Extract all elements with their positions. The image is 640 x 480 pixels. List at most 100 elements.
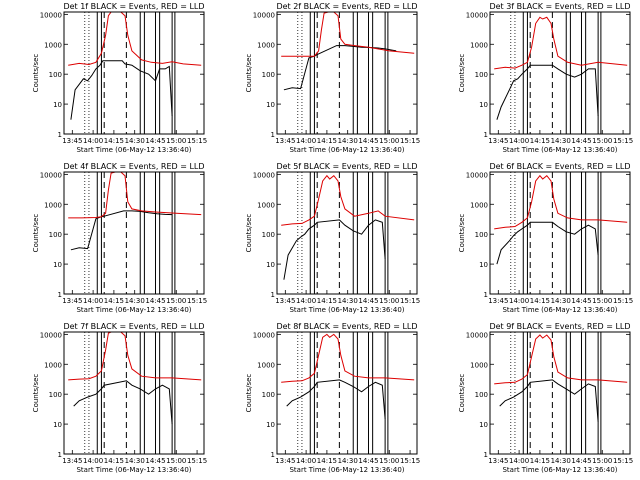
x-tick-label: 14:00	[509, 137, 529, 145]
x-axis-label: Start Time (06-May-12 13:36:40)	[76, 306, 191, 314]
x-tick-label: 15:15	[613, 297, 633, 305]
y-tick-label: 10000	[466, 171, 488, 179]
y-tick-label: 1000	[44, 201, 62, 209]
y-tick-label: 1000	[470, 201, 488, 209]
x-tick-label: 14:30	[125, 457, 145, 465]
y-tick-label: 1000	[470, 41, 488, 49]
y-tick-label: 100	[262, 391, 275, 399]
y-tick-label: 10	[53, 421, 62, 429]
detector-panel: Det 4f BLACK = Events, RED = LLD 1 10 100 10…	[32, 162, 207, 314]
y-tick-label: 10	[266, 101, 275, 109]
x-tick-label: 14:15	[104, 297, 124, 305]
y-tick-label: 1000	[44, 361, 62, 369]
y-tick-label: 100	[475, 231, 488, 239]
x-axis-label: Start Time (06-May-12 13:36:40)	[289, 466, 404, 474]
y-tick-label: 100	[49, 391, 62, 399]
y-axis-label: Counts/sec	[245, 54, 253, 93]
x-tick-label: 15:15	[400, 297, 420, 305]
x-tick-label: 14:00	[83, 137, 103, 145]
y-tick-label: 10000	[253, 11, 275, 19]
y-tick-label: 10000	[40, 11, 62, 19]
x-tick-label: 13:45	[275, 297, 295, 305]
x-tick-label: 14:30	[551, 137, 571, 145]
x-tick-label: 15:00	[379, 457, 399, 465]
y-tick-label: 10000	[40, 331, 62, 339]
x-tick-label: 14:45	[358, 297, 378, 305]
y-tick-label: 10	[479, 101, 488, 109]
y-axis-label: Counts/sec	[32, 54, 40, 93]
panel-title: Det 3f BLACK = Events, RED = LLD	[489, 2, 630, 11]
x-tick-label: 14:00	[296, 137, 316, 145]
x-tick-label: 14:45	[145, 297, 165, 305]
x-tick-label: 15:00	[592, 297, 612, 305]
events-series-line	[286, 379, 386, 419]
x-tick-label: 15:15	[400, 457, 420, 465]
x-tick-label: 15:15	[613, 137, 633, 145]
x-tick-label: 14:00	[83, 297, 103, 305]
x-tick-label: 14:45	[571, 297, 591, 305]
plot-frame	[276, 11, 418, 135]
x-tick-label: 14:00	[509, 297, 529, 305]
x-tick-label: 14:45	[358, 457, 378, 465]
y-tick-label: 10000	[253, 331, 275, 339]
y-tick-label: 10000	[466, 331, 488, 339]
x-tick-label: 15:15	[613, 457, 633, 465]
y-tick-label: 1000	[257, 361, 275, 369]
plot-frame	[63, 331, 205, 455]
x-tick-label: 14:30	[125, 297, 145, 305]
x-tick-label: 15:00	[592, 457, 612, 465]
x-tick-label: 15:00	[166, 457, 186, 465]
y-tick-label: 10000	[253, 171, 275, 179]
y-tick-label: 100	[475, 71, 488, 79]
lld-series-line	[281, 174, 415, 226]
x-tick-label: 15:00	[166, 297, 186, 305]
y-tick-label: 1000	[470, 361, 488, 369]
x-tick-label: 15:00	[379, 137, 399, 145]
events-series-line	[70, 60, 173, 120]
y-tick-label: 1	[58, 451, 62, 459]
y-tick-label: 100	[262, 231, 275, 239]
events-series-line	[499, 379, 599, 422]
panel-title: Det 7f BLACK = Events, RED = LLD	[63, 322, 204, 331]
x-tick-label: 13:45	[275, 137, 295, 145]
x-tick-label: 14:00	[83, 457, 103, 465]
y-tick-label: 1	[271, 131, 275, 139]
x-tick-label: 14:15	[104, 137, 124, 145]
x-tick-label: 14:00	[296, 297, 316, 305]
y-axis-label: Counts/sec	[32, 214, 40, 253]
x-tick-label: 14:45	[358, 137, 378, 145]
x-tick-label: 14:45	[145, 457, 165, 465]
x-tick-label: 14:15	[530, 137, 550, 145]
y-tick-label: 1	[58, 131, 62, 139]
x-tick-label: 15:00	[379, 297, 399, 305]
x-axis-label: Start Time (06-May-12 13:36:40)	[76, 466, 191, 474]
x-tick-label: 14:45	[145, 137, 165, 145]
x-tick-label: 13:45	[62, 457, 82, 465]
plot-frame	[489, 11, 631, 135]
panel-title: Det 9f BLACK = Events, RED = LLD	[489, 322, 630, 331]
detector-panel: Det 7f BLACK = Events, RED = LLD 1 10 100 10…	[32, 322, 207, 474]
x-axis-label: Start Time (06-May-12 13:36:40)	[502, 146, 617, 154]
detector-panel: Det 6f BLACK = Events, RED = LLD 1 10 100 10…	[458, 162, 633, 314]
x-tick-label: 15:15	[400, 137, 420, 145]
x-tick-label: 14:15	[317, 137, 337, 145]
y-tick-label: 1000	[257, 201, 275, 209]
lld-series-line	[494, 16, 628, 70]
y-axis-label: Counts/sec	[32, 374, 40, 413]
x-axis-label: Start Time (06-May-12 13:36:40)	[76, 146, 191, 154]
events-series-line	[283, 219, 386, 280]
x-tick-label: 14:30	[125, 137, 145, 145]
y-tick-label: 1	[58, 291, 62, 299]
x-tick-label: 14:30	[338, 297, 358, 305]
y-tick-label: 10	[53, 101, 62, 109]
detector-panel: Det 2f BLACK = Events, RED = LLD 1 10 100 10…	[245, 2, 420, 154]
x-tick-label: 15:00	[166, 137, 186, 145]
events-series-line	[73, 380, 173, 425]
y-axis-label: Counts/sec	[458, 214, 466, 253]
x-tick-label: 13:45	[488, 457, 508, 465]
x-tick-label: 14:15	[530, 297, 550, 305]
x-tick-label: 13:45	[488, 297, 508, 305]
x-tick-label: 13:45	[62, 297, 82, 305]
y-axis-label: Counts/sec	[245, 374, 253, 413]
y-tick-label: 10	[266, 261, 275, 269]
